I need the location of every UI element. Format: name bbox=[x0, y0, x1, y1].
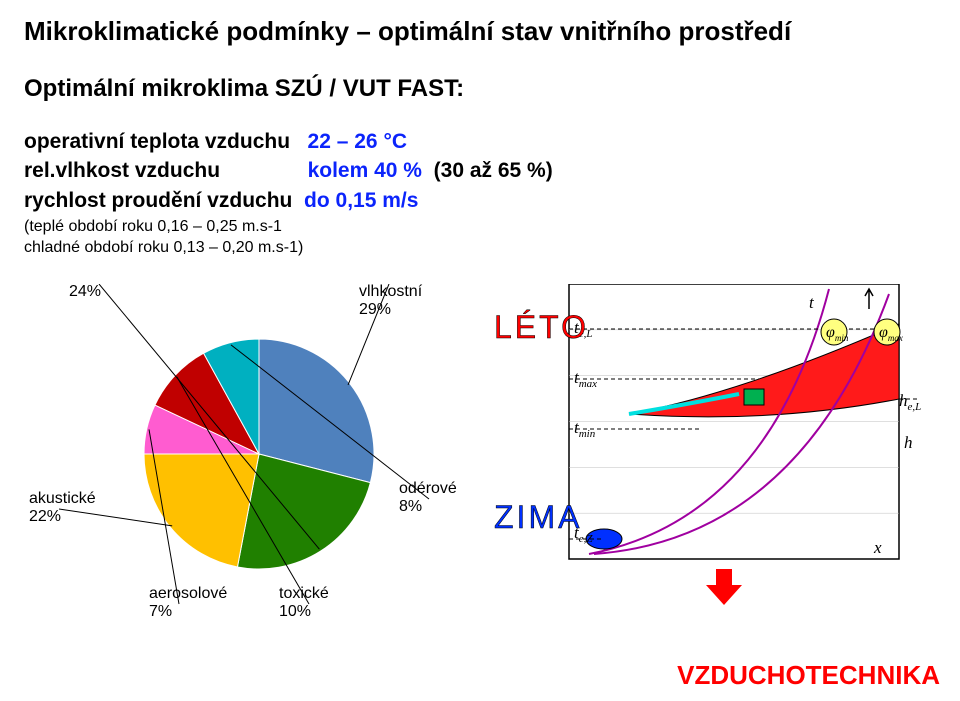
params-block: operativní teplota vzduchu 22 – 26 °C re… bbox=[24, 127, 936, 259]
subtitle: Optimální mikroklima SZÚ / VUT FAST: bbox=[24, 75, 936, 103]
param-small-1: (teplé období roku 0,16 – 0,25 m.s-1 bbox=[24, 217, 936, 238]
axis-label: h bbox=[904, 433, 913, 452]
param-small-2: chladné období roku 0,13 – 0,20 m.s-1) bbox=[24, 238, 936, 259]
param-1-label: operativní teplota vzduchu bbox=[24, 130, 290, 153]
charts-row: tepelněvlhkostní29% světelné24% akustické2… bbox=[24, 284, 936, 629]
pie-label: akustické22% bbox=[29, 490, 96, 525]
param-3-label: rychlost proudění vzduchu bbox=[24, 189, 292, 212]
param-2-range: (30 až 65 %) bbox=[434, 159, 553, 182]
zima-label: ZIMA bbox=[494, 499, 582, 536]
pie-label: aerosolové7% bbox=[149, 585, 227, 620]
down-arrow-icon bbox=[694, 569, 754, 607]
param-2-label: rel.vlhkost vzduchu bbox=[24, 159, 220, 182]
param-3-value: do 0,15 m/s bbox=[304, 189, 418, 212]
axis-label: he,L bbox=[899, 391, 921, 413]
pie-label: světelné24% bbox=[69, 284, 129, 300]
param-2-value: kolem 40 % bbox=[308, 159, 422, 182]
pie-label: toxické10% bbox=[279, 585, 329, 620]
axis-label: x bbox=[873, 538, 882, 557]
pie-label: odérové8% bbox=[399, 480, 457, 515]
pie-label: tepelněvlhkostní29% bbox=[359, 284, 423, 318]
page-title: Mikroklimatické podmínky – optimální sta… bbox=[24, 16, 936, 47]
pie-chart: tepelněvlhkostní29% světelné24% akustické2… bbox=[24, 284, 494, 629]
param-1-value: 22 – 26 °C bbox=[308, 130, 407, 153]
diagram: tte,Ltmaxtminte,Zxhhe,Lφminφminφmax LÉTO… bbox=[494, 284, 924, 624]
leto-label: LÉTO bbox=[494, 309, 589, 346]
vzduchotechnika-label: VZDUCHOTECHNIKA bbox=[677, 660, 940, 691]
pie-svg: tepelněvlhkostní29% světelné24% akustické2… bbox=[24, 284, 494, 624]
